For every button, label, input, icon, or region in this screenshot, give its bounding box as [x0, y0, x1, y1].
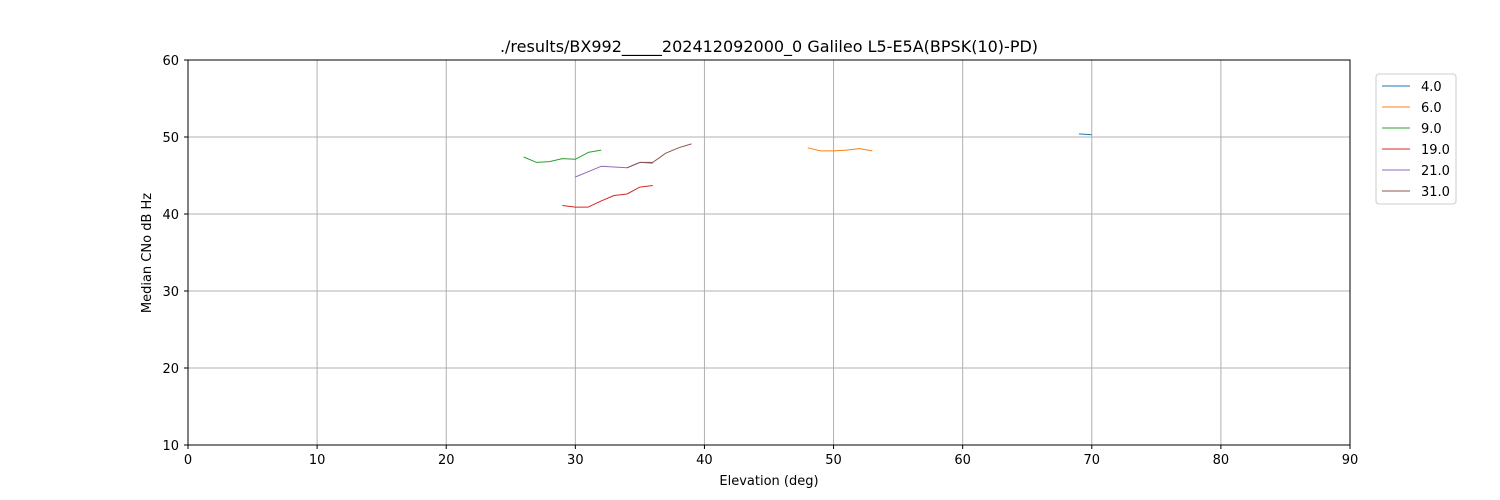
x-axis-ticks: 0 10 20 30 40 50 60 70 80 90 — [184, 445, 1358, 468]
y-tick-label: 30 — [162, 285, 179, 300]
plot-frame — [187, 59, 1351, 446]
series-line-6-0 — [807, 147, 873, 152]
x-tick-label: 80 — [1213, 453, 1230, 468]
x-tick-label: 70 — [1084, 453, 1101, 468]
x-tick-label: 10 — [309, 453, 326, 468]
x-axis-label: Elevation (deg) — [719, 474, 818, 489]
x-tick-label: 40 — [696, 453, 713, 468]
legend-label: 4.0 — [1421, 80, 1442, 95]
x-tick-label: 30 — [567, 453, 584, 468]
legend-label: 21.0 — [1421, 164, 1450, 179]
series-layer — [523, 133, 1092, 208]
y-tick-label: 20 — [162, 362, 179, 377]
y-tick-label: 60 — [162, 54, 179, 69]
legend: 4.0 6.0 9.0 19.0 21.0 31.0 — [1375, 73, 1457, 205]
y-axis-ticks: 10 20 30 40 50 60 — [162, 54, 188, 454]
series-line-4-0 — [1078, 133, 1092, 136]
x-tick-label: 50 — [825, 453, 842, 468]
y-tick-label: 40 — [162, 208, 179, 223]
chart-title: ./results/BX992_____202412092000_0 Galil… — [500, 37, 1038, 57]
legend-label: 6.0 — [1421, 101, 1442, 116]
x-tick-label: 0 — [184, 453, 192, 468]
y-axis-label: Median CNo dB Hz — [140, 193, 155, 313]
x-tick-label: 90 — [1342, 453, 1359, 468]
series-line-9-0 — [523, 149, 602, 163]
y-tick-label: 10 — [162, 439, 179, 454]
x-tick-label: 20 — [438, 453, 455, 468]
y-tick-label: 50 — [162, 131, 179, 146]
legend-label: 31.0 — [1421, 185, 1450, 200]
series-line-19-0 — [562, 185, 653, 208]
x-tick-label: 60 — [954, 453, 971, 468]
series-line-31-0 — [626, 143, 692, 169]
legend-label: 19.0 — [1421, 143, 1450, 158]
legend-label: 9.0 — [1421, 122, 1442, 137]
